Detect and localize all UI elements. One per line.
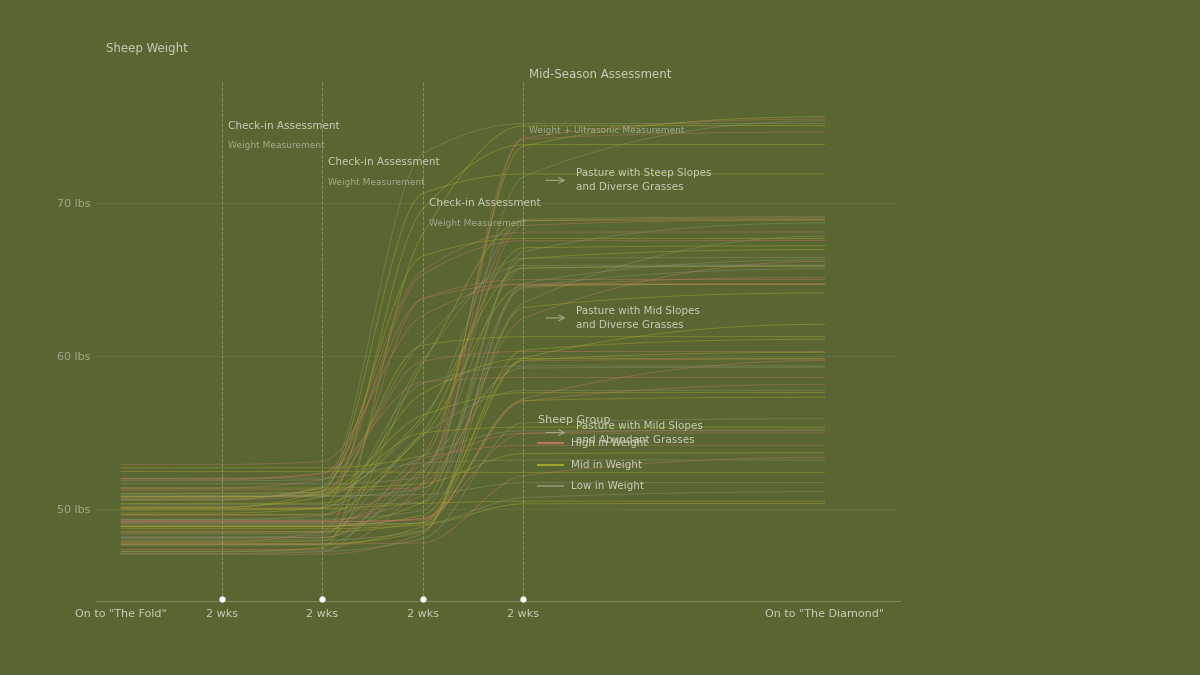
Text: Mid in Weight: Mid in Weight — [571, 460, 642, 470]
Text: Check-in Assessment: Check-in Assessment — [228, 121, 340, 130]
Text: Weight + Ultrasonic Measurement: Weight + Ultrasonic Measurement — [529, 126, 685, 136]
Text: Check-in Assessment: Check-in Assessment — [328, 157, 439, 167]
Text: Check-in Assessment: Check-in Assessment — [428, 198, 540, 209]
Text: Pasture with Mild Slopes
and Abundant Grasses: Pasture with Mild Slopes and Abundant Gr… — [576, 421, 703, 445]
Text: Low in Weight: Low in Weight — [571, 481, 644, 491]
Text: Mid-Season Assessment: Mid-Season Assessment — [529, 68, 672, 81]
Text: Pasture with Steep Slopes
and Diverse Grasses: Pasture with Steep Slopes and Diverse Gr… — [576, 168, 712, 192]
Text: Sheep Weight: Sheep Weight — [106, 42, 188, 55]
Text: High in Weight: High in Weight — [571, 438, 647, 448]
Text: Pasture with Mid Slopes
and Diverse Grasses: Pasture with Mid Slopes and Diverse Gras… — [576, 306, 700, 330]
Text: Weight Measurement: Weight Measurement — [328, 178, 425, 187]
Text: Weight Measurement: Weight Measurement — [228, 141, 324, 151]
Text: Weight Measurement: Weight Measurement — [428, 219, 526, 228]
Text: Sheep Group: Sheep Group — [539, 415, 611, 425]
